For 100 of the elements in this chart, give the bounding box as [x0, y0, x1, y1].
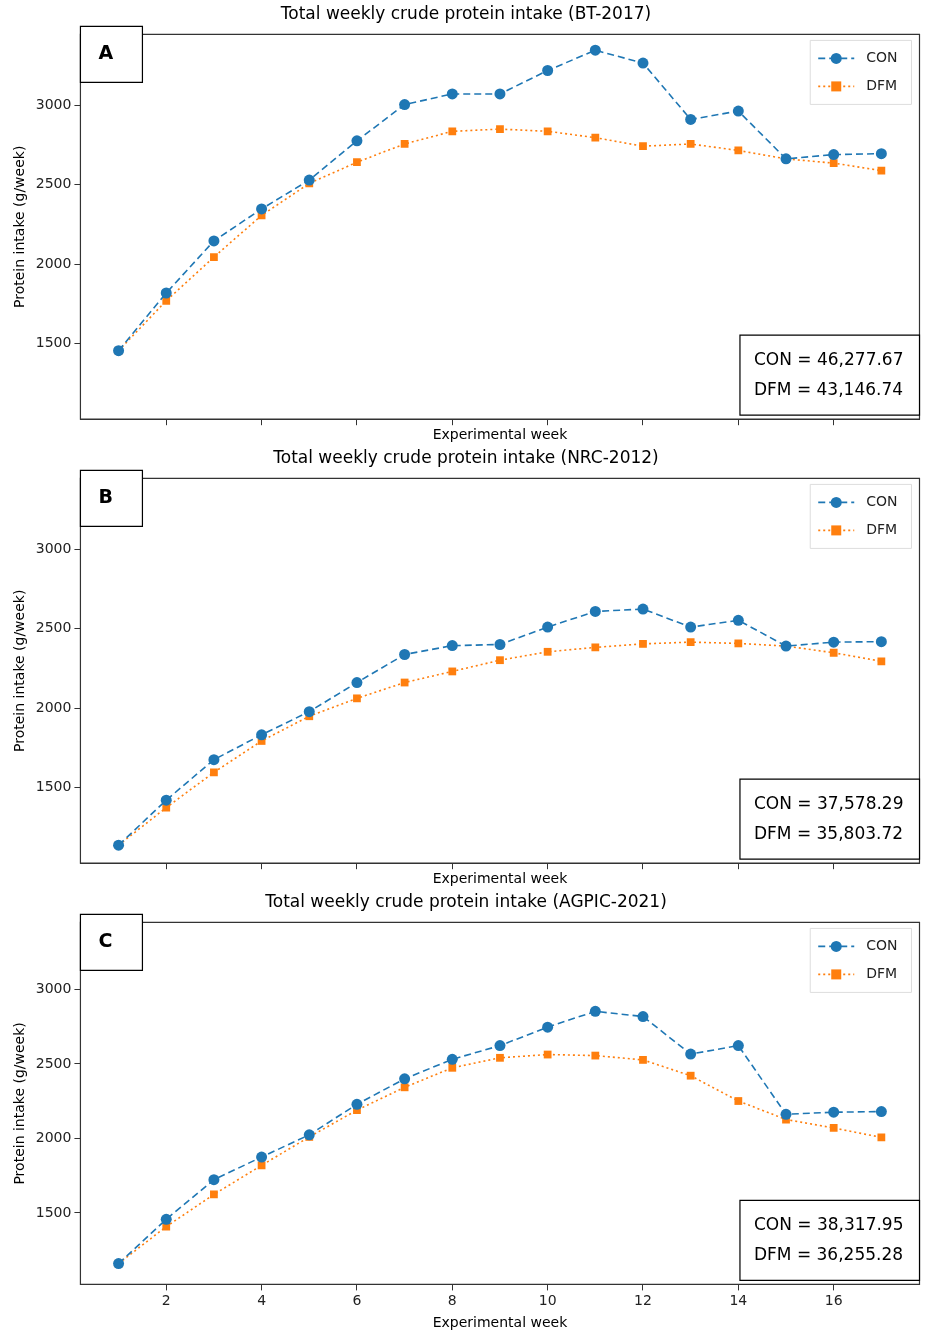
point	[208, 754, 220, 766]
point	[351, 1098, 363, 1110]
point	[351, 135, 363, 147]
y-tick-label: 1500	[35, 1203, 72, 1220]
point	[303, 1129, 315, 1141]
x-axis-title: Experimental week	[432, 426, 569, 443]
point	[828, 636, 840, 648]
point	[256, 1151, 268, 1163]
point	[208, 1174, 220, 1186]
point	[734, 146, 743, 155]
x-tick-label: 10	[538, 1292, 557, 1309]
point	[877, 1133, 886, 1142]
y-axis-title: Protein intake (g/week)	[11, 589, 28, 752]
point	[875, 1106, 887, 1118]
point	[543, 127, 552, 136]
annotation: DFM = 35,803.72	[753, 822, 904, 843]
point	[256, 203, 268, 215]
x-tick-label: 14	[729, 1292, 748, 1309]
point	[828, 1106, 840, 1118]
point	[829, 159, 838, 168]
annotation: B	[98, 485, 113, 508]
point	[208, 235, 220, 247]
point	[639, 142, 647, 151]
y-tick-label: 3000	[35, 96, 72, 113]
y-tick-label: 3000	[35, 980, 72, 997]
point	[496, 125, 504, 133]
point	[589, 44, 601, 56]
point	[400, 1083, 409, 1092]
point	[732, 614, 744, 626]
point	[828, 149, 840, 161]
point	[160, 287, 172, 299]
annotation: DFM = 36,255.28	[753, 1243, 904, 1264]
point	[542, 1021, 554, 1033]
point	[543, 1050, 552, 1059]
y-tick-label: 1500	[35, 777, 72, 794]
annotation: C	[98, 929, 113, 952]
annotation: CON = 38,317.95	[753, 1213, 904, 1234]
point	[542, 65, 554, 77]
point	[210, 768, 218, 777]
point	[353, 158, 361, 167]
x-axis-title: Experimental week	[432, 1314, 569, 1331]
point	[448, 667, 457, 676]
point	[542, 621, 554, 633]
point	[256, 729, 268, 741]
point	[399, 648, 411, 660]
point	[494, 1040, 506, 1052]
legend-label: CON	[866, 493, 898, 510]
chart-title: Total weekly crude protein intake (NRC-2012)	[272, 446, 659, 467]
y-axis-title: Protein intake (g/week)	[11, 1022, 28, 1185]
y-tick-label: 2500	[35, 1054, 72, 1071]
point	[589, 605, 601, 617]
y-tick-label: 2000	[35, 254, 72, 271]
x-tick-label: 4	[257, 1292, 267, 1309]
point	[210, 1190, 218, 1199]
point	[448, 127, 457, 136]
point	[446, 640, 458, 652]
point	[829, 1124, 838, 1132]
point	[353, 694, 361, 703]
point	[494, 639, 506, 651]
x-tick-label: 6	[352, 1292, 362, 1309]
point	[637, 603, 649, 615]
annotation: CON = 46,277.67	[753, 348, 904, 369]
legend-label: CON	[866, 937, 898, 954]
point	[637, 57, 649, 69]
legend-label: DFM	[866, 77, 898, 94]
point	[685, 621, 697, 633]
point	[210, 253, 218, 261]
point	[448, 1063, 457, 1072]
point	[400, 140, 409, 148]
legend-label: DFM	[866, 521, 898, 538]
point	[829, 648, 838, 657]
point	[877, 166, 886, 175]
point	[543, 647, 552, 656]
point	[686, 140, 695, 148]
chart-title: Total weekly crude protein intake (AGPIC-2021)	[264, 890, 667, 911]
point	[734, 639, 743, 648]
y-tick-label: 2500	[35, 175, 72, 192]
point	[591, 133, 600, 142]
point	[494, 88, 506, 100]
point	[734, 1097, 743, 1105]
y-tick-label: 2500	[35, 619, 72, 636]
point	[639, 1056, 647, 1064]
x-tick-label: 8	[447, 1292, 457, 1309]
point	[303, 174, 315, 186]
point	[496, 1053, 504, 1062]
point	[351, 677, 363, 689]
x-tick-label: 2	[161, 1292, 171, 1309]
point	[446, 1053, 458, 1065]
y-tick-label: 2000	[35, 698, 72, 715]
point	[303, 706, 315, 718]
y-axis-title: Protein intake (g/week)	[11, 145, 28, 308]
point	[686, 638, 695, 647]
annotation: DFM = 43,146.74	[753, 378, 904, 399]
point	[399, 1073, 411, 1085]
point	[637, 1011, 649, 1023]
point	[639, 639, 647, 648]
annotation: A	[98, 41, 114, 64]
legend-label: DFM	[866, 965, 898, 982]
point	[685, 1048, 697, 1060]
chart-title: Total weekly crude protein intake (BT-2017)	[279, 2, 652, 23]
